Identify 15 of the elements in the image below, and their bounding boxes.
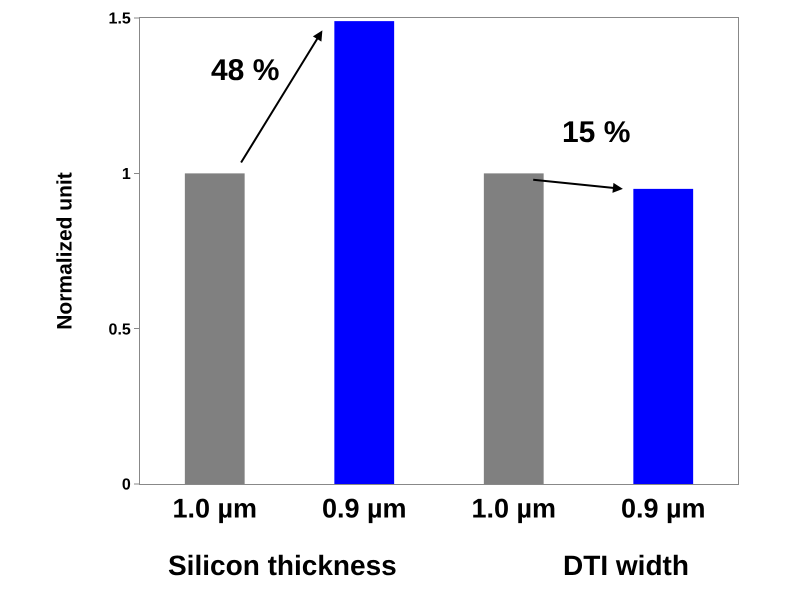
y-tick-label: 1.5 bbox=[108, 10, 131, 28]
annotation: 15 % bbox=[562, 116, 630, 149]
x-tick-label: 0.9 µm bbox=[620, 493, 706, 524]
text: DTI width bbox=[563, 550, 689, 581]
y-axis-title: Normalized unit bbox=[54, 172, 77, 330]
bar bbox=[334, 21, 394, 484]
text: Silicon thickness bbox=[168, 550, 397, 581]
annotation: 48 % bbox=[211, 54, 280, 87]
x-tick-label: 1.0 µm bbox=[172, 493, 258, 524]
bar bbox=[633, 188, 694, 484]
y-tick-label: 1 bbox=[122, 166, 131, 183]
x-tick-label: 0.9 µm bbox=[322, 493, 407, 524]
y-tick-label: 0.5 bbox=[108, 321, 131, 338]
x-tick-label: 1.0 µm bbox=[471, 493, 556, 524]
y-tick-label: 0 bbox=[122, 476, 131, 494]
